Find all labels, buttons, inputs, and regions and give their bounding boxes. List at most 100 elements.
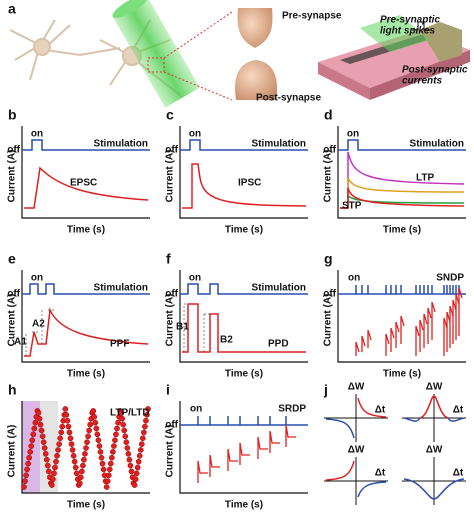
pulse-dot <box>57 435 64 442</box>
curve <box>182 163 307 209</box>
panel: h Current (A) Time (s) LTP/LTD <box>7 382 151 511</box>
pulse-dot <box>98 454 105 461</box>
pulse-dot <box>37 421 44 428</box>
spike <box>209 454 220 477</box>
ltd-shade <box>40 401 58 493</box>
pulse-dot <box>73 470 80 477</box>
y-axis-label: Current (A) <box>165 150 176 203</box>
pulse-dot <box>32 419 39 426</box>
pulse-dot <box>27 449 34 455</box>
mini-plot: ΔW Δt <box>402 445 466 505</box>
pulse-dot <box>113 431 119 438</box>
pulse-dot <box>24 466 30 473</box>
curve <box>24 307 149 357</box>
off-label: off <box>7 145 20 156</box>
panel-label: c <box>166 107 174 123</box>
pulse-dot <box>135 458 142 465</box>
pulse-dot <box>121 427 128 434</box>
stimulus-line <box>22 283 150 295</box>
mini-axes <box>402 394 466 442</box>
pulse-dot <box>106 466 113 473</box>
panel-label: i <box>166 382 170 398</box>
light-spikes-label: light spikes <box>380 26 435 37</box>
x-axis-label: Time (s) <box>225 369 263 380</box>
panel-label: g <box>324 251 333 267</box>
spike <box>452 299 457 344</box>
y-axis-label: Current (A) <box>7 425 18 478</box>
pulse-dot <box>85 433 91 440</box>
pulse-dot <box>77 474 84 481</box>
on-label: on <box>189 273 201 284</box>
spike <box>269 430 280 453</box>
pulse-dot <box>39 433 46 440</box>
pulse-dot <box>86 427 92 434</box>
currents-label: currents <box>402 76 442 87</box>
spike <box>395 321 400 348</box>
pulse-dot <box>105 472 112 479</box>
stimulus-line <box>180 139 308 151</box>
zoom-box <box>147 57 165 73</box>
pulse-dot <box>42 451 49 457</box>
y-axis-label: ΔW <box>426 382 443 393</box>
pulse-dot <box>21 484 27 490</box>
pulse-dot <box>143 417 149 424</box>
pulse-dot <box>90 408 97 414</box>
pulse-dot <box>80 462 86 469</box>
off-label: off <box>7 289 20 300</box>
panel-label: h <box>8 382 17 398</box>
stimulus-line <box>180 416 308 426</box>
zoom-lines <box>163 11 233 101</box>
pulse-dot <box>82 451 88 457</box>
pulse-dot <box>45 468 52 475</box>
pulse-dot <box>120 421 127 428</box>
pulse-dot <box>122 433 129 440</box>
spike <box>227 448 238 471</box>
curve <box>419 395 449 419</box>
x-axis-label: Δt <box>375 405 386 416</box>
x-axis-label: Δt <box>453 468 464 479</box>
spike <box>285 424 296 447</box>
x-axis-label: Time (s) <box>67 500 105 511</box>
pulse-dot <box>52 464 58 471</box>
spike <box>455 293 460 340</box>
pulse-dot <box>123 439 130 446</box>
pulse-dot <box>110 449 116 455</box>
annotation: B1 <box>176 322 189 333</box>
curve <box>340 187 465 209</box>
spike <box>419 319 424 352</box>
pulse-dot <box>103 484 110 490</box>
mini-plot: ΔW Δt <box>402 382 466 442</box>
pulse-dot <box>118 410 124 416</box>
pulse-dot <box>22 478 28 485</box>
off-label: off <box>323 145 336 156</box>
pre-synapse-shape <box>237 8 273 48</box>
pulse-dot <box>97 449 104 455</box>
pulse-dot <box>44 462 51 469</box>
spike <box>367 329 372 348</box>
on-label: on <box>347 129 359 140</box>
spike <box>197 460 208 483</box>
curve <box>325 460 355 481</box>
pulse-dot <box>40 439 47 446</box>
pulse-dot <box>54 452 60 459</box>
pulse-dot <box>69 447 76 453</box>
x-axis-label: Time (s) <box>383 225 421 236</box>
off-label: off <box>165 145 178 156</box>
curve <box>24 166 149 209</box>
pulse-dot <box>25 460 31 467</box>
pulse-dot <box>23 472 29 479</box>
annotation: LTP <box>416 173 434 184</box>
pulse-dot <box>141 429 147 436</box>
mini-axes <box>324 394 388 442</box>
stimulus-label: Stimulation <box>252 283 306 294</box>
curve <box>357 397 387 418</box>
on-label: on <box>190 404 202 415</box>
curve <box>340 151 465 209</box>
pulse-dot <box>134 464 141 471</box>
pulse-dot <box>81 456 87 463</box>
light-spikes-label: Pre-synaptic <box>380 15 440 26</box>
axes <box>179 126 308 219</box>
pulse-dot <box>41 445 48 451</box>
